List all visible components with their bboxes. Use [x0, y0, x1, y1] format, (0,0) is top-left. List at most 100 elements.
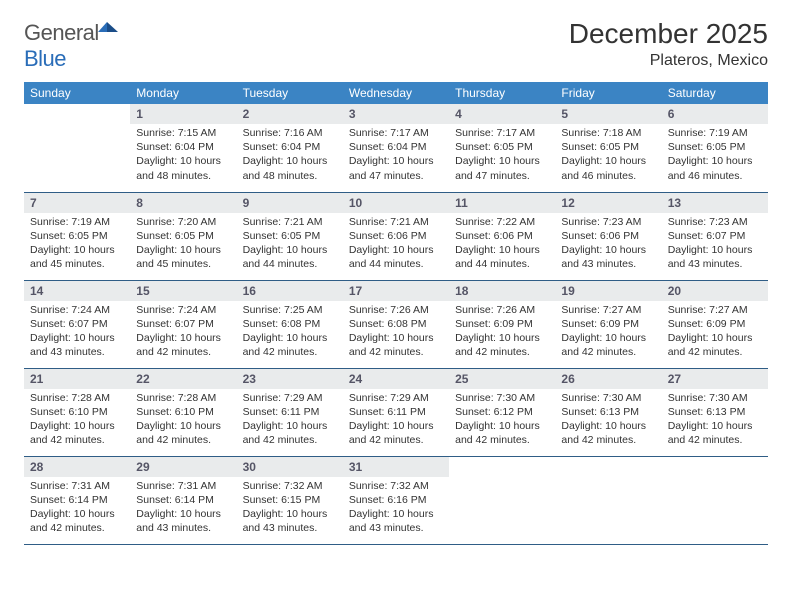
day-details: Sunrise: 7:29 AMSunset: 6:11 PMDaylight:…	[343, 389, 449, 452]
calendar-cell: 16Sunrise: 7:25 AMSunset: 6:08 PMDayligh…	[237, 280, 343, 368]
calendar-cell: 27Sunrise: 7:30 AMSunset: 6:13 PMDayligh…	[662, 368, 768, 456]
day-details: Sunrise: 7:26 AMSunset: 6:09 PMDaylight:…	[449, 301, 555, 364]
calendar-cell: 17Sunrise: 7:26 AMSunset: 6:08 PMDayligh…	[343, 280, 449, 368]
calendar-week-row: 21Sunrise: 7:28 AMSunset: 6:10 PMDayligh…	[24, 368, 768, 456]
day-details: Sunrise: 7:18 AMSunset: 6:05 PMDaylight:…	[555, 124, 661, 187]
day-details: Sunrise: 7:26 AMSunset: 6:08 PMDaylight:…	[343, 301, 449, 364]
day-number: 14	[24, 281, 130, 301]
calendar-week-row: ..1Sunrise: 7:15 AMSunset: 6:04 PMDaylig…	[24, 104, 768, 192]
day-number: 9	[237, 193, 343, 213]
day-number: 15	[130, 281, 236, 301]
day-details: Sunrise: 7:20 AMSunset: 6:05 PMDaylight:…	[130, 213, 236, 276]
day-details: Sunrise: 7:30 AMSunset: 6:12 PMDaylight:…	[449, 389, 555, 452]
calendar-cell: 19Sunrise: 7:27 AMSunset: 6:09 PMDayligh…	[555, 280, 661, 368]
day-details: Sunrise: 7:31 AMSunset: 6:14 PMDaylight:…	[130, 477, 236, 540]
day-details: Sunrise: 7:32 AMSunset: 6:16 PMDaylight:…	[343, 477, 449, 540]
day-number: 6	[662, 104, 768, 124]
day-number: 2	[237, 104, 343, 124]
day-number: 11	[449, 193, 555, 213]
day-details: Sunrise: 7:31 AMSunset: 6:14 PMDaylight:…	[24, 477, 130, 540]
calendar-cell: ..	[555, 456, 661, 544]
day-details: Sunrise: 7:24 AMSunset: 6:07 PMDaylight:…	[24, 301, 130, 364]
weekday-header: Sunday	[24, 82, 130, 104]
day-details: Sunrise: 7:32 AMSunset: 6:15 PMDaylight:…	[237, 477, 343, 540]
month-title: December 2025	[569, 18, 768, 50]
day-details: Sunrise: 7:30 AMSunset: 6:13 PMDaylight:…	[662, 389, 768, 452]
calendar-cell: 28Sunrise: 7:31 AMSunset: 6:14 PMDayligh…	[24, 456, 130, 544]
calendar-cell: 20Sunrise: 7:27 AMSunset: 6:09 PMDayligh…	[662, 280, 768, 368]
day-number: 23	[237, 369, 343, 389]
location: Plateros, Mexico	[569, 52, 768, 70]
calendar-cell: 7Sunrise: 7:19 AMSunset: 6:05 PMDaylight…	[24, 192, 130, 280]
day-details: Sunrise: 7:28 AMSunset: 6:10 PMDaylight:…	[24, 389, 130, 452]
day-details: Sunrise: 7:21 AMSunset: 6:06 PMDaylight:…	[343, 213, 449, 276]
day-number: 10	[343, 193, 449, 213]
calendar-cell: ..	[24, 104, 130, 192]
brand-part1: General	[24, 20, 99, 45]
calendar-week-row: 7Sunrise: 7:19 AMSunset: 6:05 PMDaylight…	[24, 192, 768, 280]
day-number: 7	[24, 193, 130, 213]
day-details: Sunrise: 7:23 AMSunset: 6:07 PMDaylight:…	[662, 213, 768, 276]
calendar-cell: 26Sunrise: 7:30 AMSunset: 6:13 PMDayligh…	[555, 368, 661, 456]
calendar-cell: 23Sunrise: 7:29 AMSunset: 6:11 PMDayligh…	[237, 368, 343, 456]
day-number: 13	[662, 193, 768, 213]
calendar-cell: 5Sunrise: 7:18 AMSunset: 6:05 PMDaylight…	[555, 104, 661, 192]
day-number: 17	[343, 281, 449, 301]
day-number: 1	[130, 104, 236, 124]
day-number: 22	[130, 369, 236, 389]
day-details: Sunrise: 7:21 AMSunset: 6:05 PMDaylight:…	[237, 213, 343, 276]
brand-text: GeneralBlue	[24, 18, 119, 72]
calendar-cell: 25Sunrise: 7:30 AMSunset: 6:12 PMDayligh…	[449, 368, 555, 456]
brand-mark-icon	[97, 20, 119, 45]
day-details: Sunrise: 7:24 AMSunset: 6:07 PMDaylight:…	[130, 301, 236, 364]
weekday-header: Wednesday	[343, 82, 449, 104]
brand-part2: Blue	[24, 46, 66, 71]
weekday-header: Friday	[555, 82, 661, 104]
day-number: 29	[130, 457, 236, 477]
day-number: 26	[555, 369, 661, 389]
day-details: Sunrise: 7:30 AMSunset: 6:13 PMDaylight:…	[555, 389, 661, 452]
calendar-week-row: 28Sunrise: 7:31 AMSunset: 6:14 PMDayligh…	[24, 456, 768, 544]
day-details: Sunrise: 7:22 AMSunset: 6:06 PMDaylight:…	[449, 213, 555, 276]
day-number: 8	[130, 193, 236, 213]
day-number: 30	[237, 457, 343, 477]
weekday-header: Thursday	[449, 82, 555, 104]
calendar-cell: 4Sunrise: 7:17 AMSunset: 6:05 PMDaylight…	[449, 104, 555, 192]
calendar-cell: 12Sunrise: 7:23 AMSunset: 6:06 PMDayligh…	[555, 192, 661, 280]
day-number: 5	[555, 104, 661, 124]
calendar-cell: ..	[662, 456, 768, 544]
calendar-cell: 14Sunrise: 7:24 AMSunset: 6:07 PMDayligh…	[24, 280, 130, 368]
day-number: 4	[449, 104, 555, 124]
day-number: 27	[662, 369, 768, 389]
calendar-cell: 30Sunrise: 7:32 AMSunset: 6:15 PMDayligh…	[237, 456, 343, 544]
weekday-header: Saturday	[662, 82, 768, 104]
calendar-cell: 31Sunrise: 7:32 AMSunset: 6:16 PMDayligh…	[343, 456, 449, 544]
day-details: Sunrise: 7:16 AMSunset: 6:04 PMDaylight:…	[237, 124, 343, 187]
calendar-cell: 21Sunrise: 7:28 AMSunset: 6:10 PMDayligh…	[24, 368, 130, 456]
day-details: Sunrise: 7:15 AMSunset: 6:04 PMDaylight:…	[130, 124, 236, 187]
calendar-cell: 13Sunrise: 7:23 AMSunset: 6:07 PMDayligh…	[662, 192, 768, 280]
day-number: 31	[343, 457, 449, 477]
day-number: 25	[449, 369, 555, 389]
day-details: Sunrise: 7:17 AMSunset: 6:05 PMDaylight:…	[449, 124, 555, 187]
calendar-cell: 10Sunrise: 7:21 AMSunset: 6:06 PMDayligh…	[343, 192, 449, 280]
calendar-cell: 8Sunrise: 7:20 AMSunset: 6:05 PMDaylight…	[130, 192, 236, 280]
day-details: Sunrise: 7:19 AMSunset: 6:05 PMDaylight:…	[662, 124, 768, 187]
weekday-header: Tuesday	[237, 82, 343, 104]
day-details: Sunrise: 7:28 AMSunset: 6:10 PMDaylight:…	[130, 389, 236, 452]
weekday-header: Monday	[130, 82, 236, 104]
day-number: 20	[662, 281, 768, 301]
day-number: 21	[24, 369, 130, 389]
calendar-cell: 1Sunrise: 7:15 AMSunset: 6:04 PMDaylight…	[130, 104, 236, 192]
calendar-body: ..1Sunrise: 7:15 AMSunset: 6:04 PMDaylig…	[24, 104, 768, 544]
calendar-cell: 3Sunrise: 7:17 AMSunset: 6:04 PMDaylight…	[343, 104, 449, 192]
day-number: 19	[555, 281, 661, 301]
day-number: 18	[449, 281, 555, 301]
day-details: Sunrise: 7:17 AMSunset: 6:04 PMDaylight:…	[343, 124, 449, 187]
day-details: Sunrise: 7:25 AMSunset: 6:08 PMDaylight:…	[237, 301, 343, 364]
day-number: 24	[343, 369, 449, 389]
title-block: December 2025 Plateros, Mexico	[569, 18, 768, 70]
day-number: 12	[555, 193, 661, 213]
weekday-header-row: SundayMondayTuesdayWednesdayThursdayFrid…	[24, 82, 768, 104]
day-details: Sunrise: 7:19 AMSunset: 6:05 PMDaylight:…	[24, 213, 130, 276]
